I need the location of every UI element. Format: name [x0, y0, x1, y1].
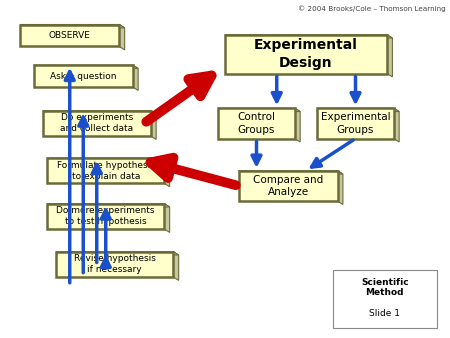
Polygon shape — [338, 171, 343, 204]
FancyBboxPatch shape — [34, 65, 133, 87]
Polygon shape — [164, 158, 170, 187]
Text: Experimental
Groups: Experimental Groups — [321, 112, 390, 135]
Polygon shape — [387, 35, 392, 77]
FancyBboxPatch shape — [43, 111, 151, 136]
Polygon shape — [295, 108, 300, 142]
FancyBboxPatch shape — [225, 35, 387, 74]
Text: Experimental
Design: Experimental Design — [254, 39, 358, 70]
Polygon shape — [20, 25, 125, 28]
Text: Revise hypothesis
if necessary: Revise hypothesis if necessary — [74, 254, 156, 274]
FancyBboxPatch shape — [20, 25, 119, 46]
Text: Formulate hypothesis
to explain data: Formulate hypothesis to explain data — [57, 161, 155, 181]
FancyBboxPatch shape — [56, 251, 173, 277]
Polygon shape — [133, 65, 138, 90]
Polygon shape — [56, 251, 179, 255]
Text: © 2004 Brooks/Cole – Thomson Learning: © 2004 Brooks/Cole – Thomson Learning — [298, 5, 446, 12]
Polygon shape — [394, 108, 399, 142]
Text: Do more experiments
to test hypothesis: Do more experiments to test hypothesis — [57, 206, 155, 226]
Polygon shape — [119, 25, 125, 50]
Text: Ask a question: Ask a question — [50, 72, 117, 80]
FancyBboxPatch shape — [238, 171, 338, 201]
Polygon shape — [151, 111, 156, 139]
Text: OBSERVE: OBSERVE — [49, 31, 91, 40]
Polygon shape — [218, 108, 300, 112]
Text: Slide 1: Slide 1 — [369, 309, 400, 318]
Polygon shape — [47, 158, 170, 162]
Text: Do experiments
and collect data: Do experiments and collect data — [60, 113, 133, 134]
Text: Compare and
Analyze: Compare and Analyze — [253, 175, 323, 197]
FancyBboxPatch shape — [218, 108, 295, 139]
FancyBboxPatch shape — [47, 203, 164, 229]
FancyBboxPatch shape — [333, 270, 436, 328]
Polygon shape — [43, 111, 156, 114]
Polygon shape — [317, 108, 399, 112]
Text: Scientific
Method: Scientific Method — [361, 278, 409, 297]
FancyBboxPatch shape — [317, 108, 394, 139]
Polygon shape — [47, 203, 170, 207]
Polygon shape — [238, 171, 343, 174]
Polygon shape — [34, 65, 138, 68]
Polygon shape — [173, 251, 179, 281]
Polygon shape — [164, 203, 170, 233]
Polygon shape — [225, 35, 392, 38]
Text: Control
Groups: Control Groups — [238, 112, 275, 135]
FancyBboxPatch shape — [47, 158, 164, 183]
